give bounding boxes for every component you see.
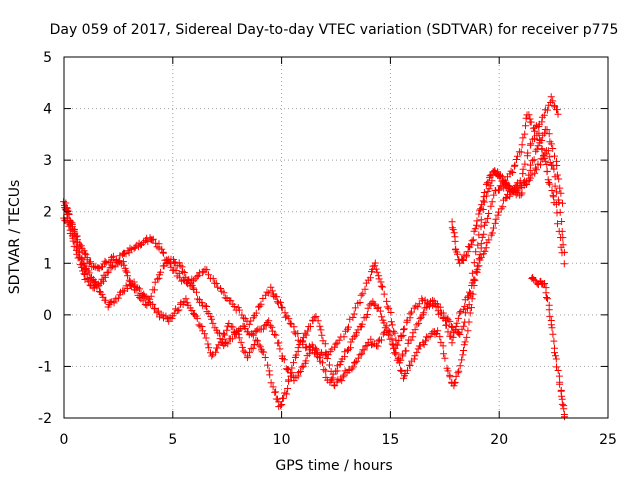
data-point-markers — [61, 126, 566, 386]
plot-frame — [63, 56, 609, 419]
y-tick-label: 1 — [43, 256, 52, 272]
y-tick-label: -1 — [38, 359, 52, 375]
grid — [64, 57, 608, 418]
y-tick-label: 0 — [43, 308, 52, 324]
x-tick-label: 5 — [168, 432, 177, 448]
series-trace-2 — [61, 126, 566, 386]
data-points — [60, 93, 568, 421]
x-tick-label: 25 — [599, 432, 617, 448]
data-point-markers — [528, 274, 568, 421]
x-tick-label: 0 — [60, 432, 69, 448]
x-axis-label: GPS time / hours — [275, 458, 392, 474]
x-tick-label: 10 — [273, 432, 291, 448]
series-trace-5 — [528, 274, 568, 421]
y-tick-label: 3 — [43, 153, 52, 169]
x-tick-labels: 0 5 10 15 20 25 — [60, 432, 617, 448]
y-tick-labels: -2 -1 0 1 2 3 4 5 — [38, 50, 52, 427]
tick-marks — [63, 56, 609, 419]
y-tick-label: 4 — [43, 102, 52, 118]
y-axis-label: SDTVAR / TECUs — [7, 180, 23, 295]
y-tick-label: -2 — [38, 411, 52, 427]
x-tick-label: 15 — [381, 432, 399, 448]
series-trace-4 — [448, 129, 566, 267]
y-tick-label: 5 — [43, 50, 52, 66]
x-tick-label: 20 — [490, 432, 508, 448]
y-tick-label: 2 — [43, 205, 52, 221]
data-point-markers — [448, 129, 566, 267]
chart-title: Day 059 of 2017, Sidereal Day-to-day VTE… — [50, 22, 619, 38]
